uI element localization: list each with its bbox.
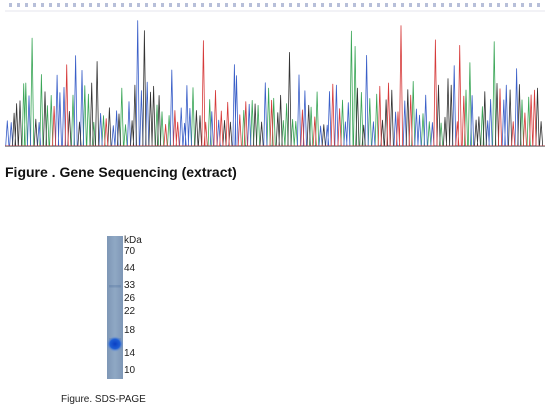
marker-label-14: 14 bbox=[124, 348, 136, 359]
sequence-chromatogram bbox=[5, 3, 545, 147]
marker-label-26: 26 bbox=[124, 293, 136, 304]
marker-label-70: 70 bbox=[124, 246, 136, 257]
base-call-header bbox=[9, 3, 540, 7]
marker-unit-label: kDa bbox=[124, 235, 142, 246]
sds-page-figure-caption: Figure. SDS-PAGE bbox=[61, 394, 146, 405]
sequencing-figure-caption: Figure . Gene Sequencing (extract) bbox=[5, 164, 237, 180]
marker-label-44: 44 bbox=[124, 263, 136, 274]
marker-label-10: 10 bbox=[124, 365, 136, 376]
protein-band bbox=[107, 336, 123, 352]
marker-label-33: 33 bbox=[124, 280, 136, 291]
sds-page-gel-lane bbox=[107, 236, 123, 379]
molecular-weight-markers: kDa 70 44 33 26 22 18 14 10 bbox=[124, 0, 164, 411]
marker-label-18: 18 bbox=[124, 325, 136, 336]
trace-a bbox=[5, 30, 545, 147]
marker-label-22: 22 bbox=[124, 306, 136, 317]
